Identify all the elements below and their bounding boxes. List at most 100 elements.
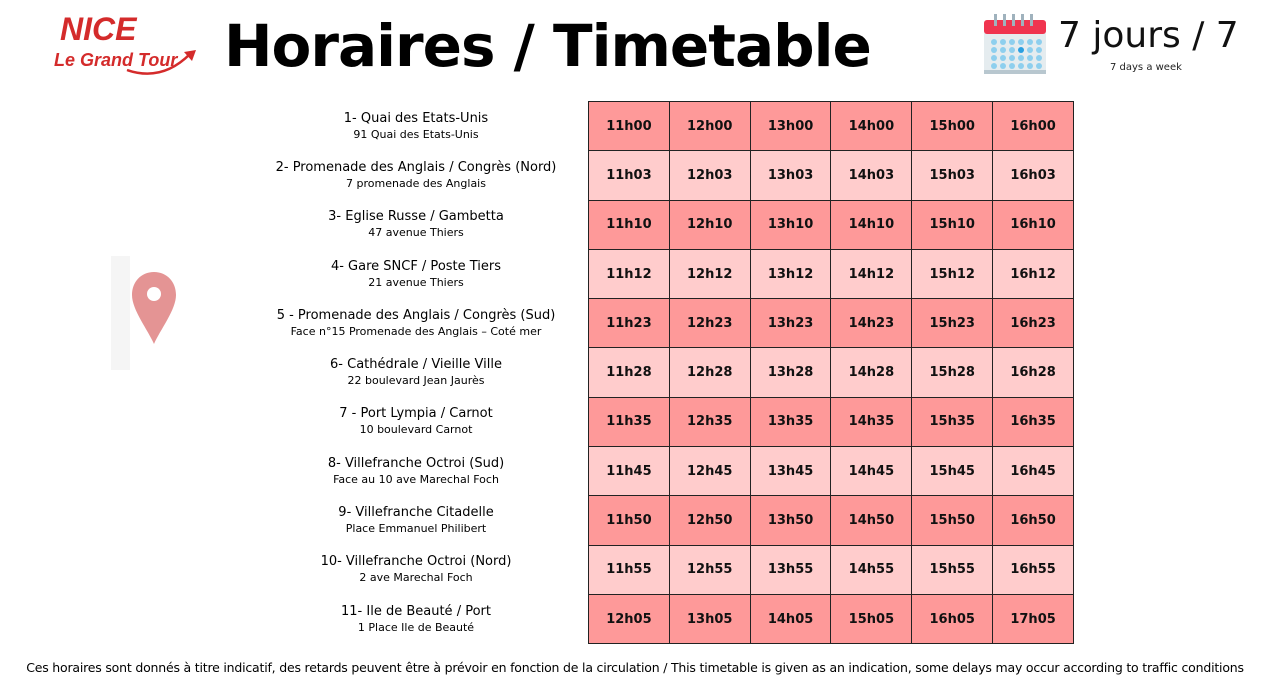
pin-background (111, 256, 130, 370)
stop-item: 7 - Port Lympia / Carnot 10 boulevard Car… (246, 397, 586, 446)
calendar-icon (984, 14, 1046, 74)
departure-time: 12h03 (668, 150, 751, 201)
stop-address: 10 boulevard Carnot (359, 423, 473, 437)
departure-time: 13h05 (668, 593, 751, 645)
departure-time: 13h35 (749, 396, 832, 448)
departure-time: 14h55 (830, 544, 913, 595)
departure-time: 12h12 (668, 248, 751, 300)
departure-time: 11h03 (588, 150, 670, 201)
departure-time: 13h12 (749, 248, 832, 300)
stop-address: 7 promenade des Anglais (346, 176, 486, 190)
stop-item: 9- Villefranche Citadelle Place Emmanuel … (246, 495, 586, 544)
timetable-row: 11h12 12h12 13h12 14h12 15h12 16h12 (588, 248, 1074, 300)
departure-time: 13h23 (749, 298, 832, 349)
departure-time: 12h28 (668, 347, 751, 398)
departure-time: 15h35 (911, 396, 994, 448)
departure-time: 15h55 (911, 544, 994, 595)
departure-time: 16h10 (992, 199, 1074, 250)
departure-time: 11h23 (588, 298, 670, 349)
departure-time: 11h00 (588, 100, 670, 152)
departure-time: 13h55 (749, 544, 832, 595)
timetable-grid: 11h00 12h00 13h00 14h00 15h00 16h00 11h03 12h03… (588, 100, 1074, 645)
departure-time: 16h00 (992, 100, 1074, 152)
stop-item: 11- Ile de Beauté / Port 1 Place Ile de B… (246, 594, 586, 643)
stop-item: 5 - Promenade des Anglais / Congrès (Sud… (246, 298, 586, 347)
departure-time: 15h23 (911, 298, 994, 349)
departure-time: 16h35 (992, 396, 1074, 448)
timetable-row: 11h50 12h50 13h50 14h50 15h50 16h50 (588, 495, 1074, 546)
stop-list: 1- Quai des Etats-Unis 91 Quai des Etats-… (246, 101, 586, 643)
departure-time: 15h28 (911, 347, 994, 398)
stop-item: 1- Quai des Etats-Unis 91 Quai des Etats-… (246, 101, 586, 150)
page-title: Horaires / Timetable (224, 12, 872, 80)
departure-time: 14h03 (830, 150, 913, 201)
departure-time: 15h05 (830, 593, 913, 645)
map-pin-icon (132, 272, 176, 344)
stop-name: 4- Gare SNCF / Poste Tiers (330, 258, 502, 274)
departure-time: 16h05 (911, 593, 994, 645)
stop-address: 1 Place Ile de Beauté (357, 620, 475, 634)
timetable-row: 11h10 12h10 13h10 14h10 15h10 16h10 (588, 199, 1074, 250)
departure-time: 11h35 (588, 396, 670, 448)
departure-time: 13h03 (749, 150, 832, 201)
timetable-row: 11h03 12h03 13h03 14h03 15h03 16h03 (588, 150, 1074, 201)
departure-time: 12h05 (588, 593, 670, 645)
stop-name: 1- Quai des Etats-Unis (343, 110, 489, 126)
departure-time: 14h00 (830, 100, 913, 152)
departure-time: 16h45 (992, 446, 1074, 497)
stop-address: 2 ave Marechal Foch (359, 571, 473, 585)
departure-time: 12h55 (668, 544, 751, 595)
timetable-row: 11h45 12h45 13h45 14h45 15h45 16h45 (588, 446, 1074, 497)
departure-time: 13h00 (749, 100, 832, 152)
departure-time: 17h05 (992, 593, 1074, 645)
timetable-row: 11h23 12h23 13h23 14h23 15h23 16h23 (588, 298, 1074, 349)
departure-time: 11h55 (588, 544, 670, 595)
nice-le-grand-tour-logo: NICE Le Grand Tour (54, 11, 196, 75)
svg-text:NICE: NICE (60, 11, 138, 47)
timetable-row: 11h55 12h55 13h55 14h55 15h55 16h55 (588, 544, 1074, 595)
departure-time: 12h23 (668, 298, 751, 349)
departure-time: 11h50 (588, 495, 670, 546)
disclaimer: Ces horaires sont donnés à titre indicat… (26, 660, 1244, 675)
departure-time: 15h45 (911, 446, 994, 497)
days-label: 7 jours / 7 (1058, 15, 1239, 56)
departure-time: 14h35 (830, 396, 913, 448)
stop-name: 9- Villefranche Citadelle (338, 505, 494, 521)
stop-item: 8- Villefranche Octroi (Sud) Face au 10 a… (246, 446, 586, 495)
stop-address: Face au 10 ave Marechal Foch (333, 472, 499, 486)
departure-time: 11h28 (588, 347, 670, 398)
departure-time: 16h12 (992, 248, 1074, 300)
timetable-row: 11h35 12h35 13h35 14h35 15h35 16h35 (588, 396, 1074, 448)
stop-address: 91 Quai des Etats-Unis (353, 127, 479, 141)
stop-address: 47 avenue Thiers (368, 226, 464, 240)
departure-time: 15h00 (911, 100, 994, 152)
departure-time: 11h45 (588, 446, 670, 497)
departure-time: 11h10 (588, 199, 670, 250)
timetable-row: 11h28 12h28 13h28 14h28 15h28 16h28 (588, 347, 1074, 398)
stop-item: 2- Promenade des Anglais / Congrès (Nord… (246, 150, 586, 199)
departure-time: 14h12 (830, 248, 913, 300)
stop-item: 3- Eglise Russe / Gambetta 47 avenue Thie… (246, 200, 586, 249)
stop-name: 6- Cathédrale / Vieille Ville (330, 357, 502, 373)
departure-time: 15h10 (911, 199, 994, 250)
departure-time: 16h55 (992, 544, 1074, 595)
departure-time: 12h00 (668, 100, 751, 152)
departure-time: 15h12 (911, 248, 994, 300)
departure-time: 14h05 (749, 593, 832, 645)
stop-item: 4- Gare SNCF / Poste Tiers 21 avenue Thie… (246, 249, 586, 298)
stop-address: Place Emmanuel Philibert (345, 522, 487, 536)
departure-time: 16h23 (992, 298, 1074, 349)
departure-time: 13h28 (749, 347, 832, 398)
stop-name: 5 - Promenade des Anglais / Congrès (Sud… (276, 307, 556, 323)
departure-time: 14h10 (830, 199, 913, 250)
stop-name: 11- Ile de Beauté / Port (341, 603, 491, 619)
departure-time: 12h35 (668, 396, 751, 448)
departure-time: 14h28 (830, 347, 913, 398)
departure-time: 16h03 (992, 150, 1074, 201)
svg-text:Le Grand Tour: Le Grand Tour (54, 50, 178, 70)
departure-time: 14h45 (830, 446, 913, 497)
stop-name: 3- Eglise Russe / Gambetta (328, 209, 504, 225)
stop-item: 6- Cathédrale / Vieille Ville 22 boulevar… (246, 347, 586, 396)
departure-time: 12h10 (668, 199, 751, 250)
stop-name: 10- Villefranche Octroi (Nord) (320, 554, 512, 570)
